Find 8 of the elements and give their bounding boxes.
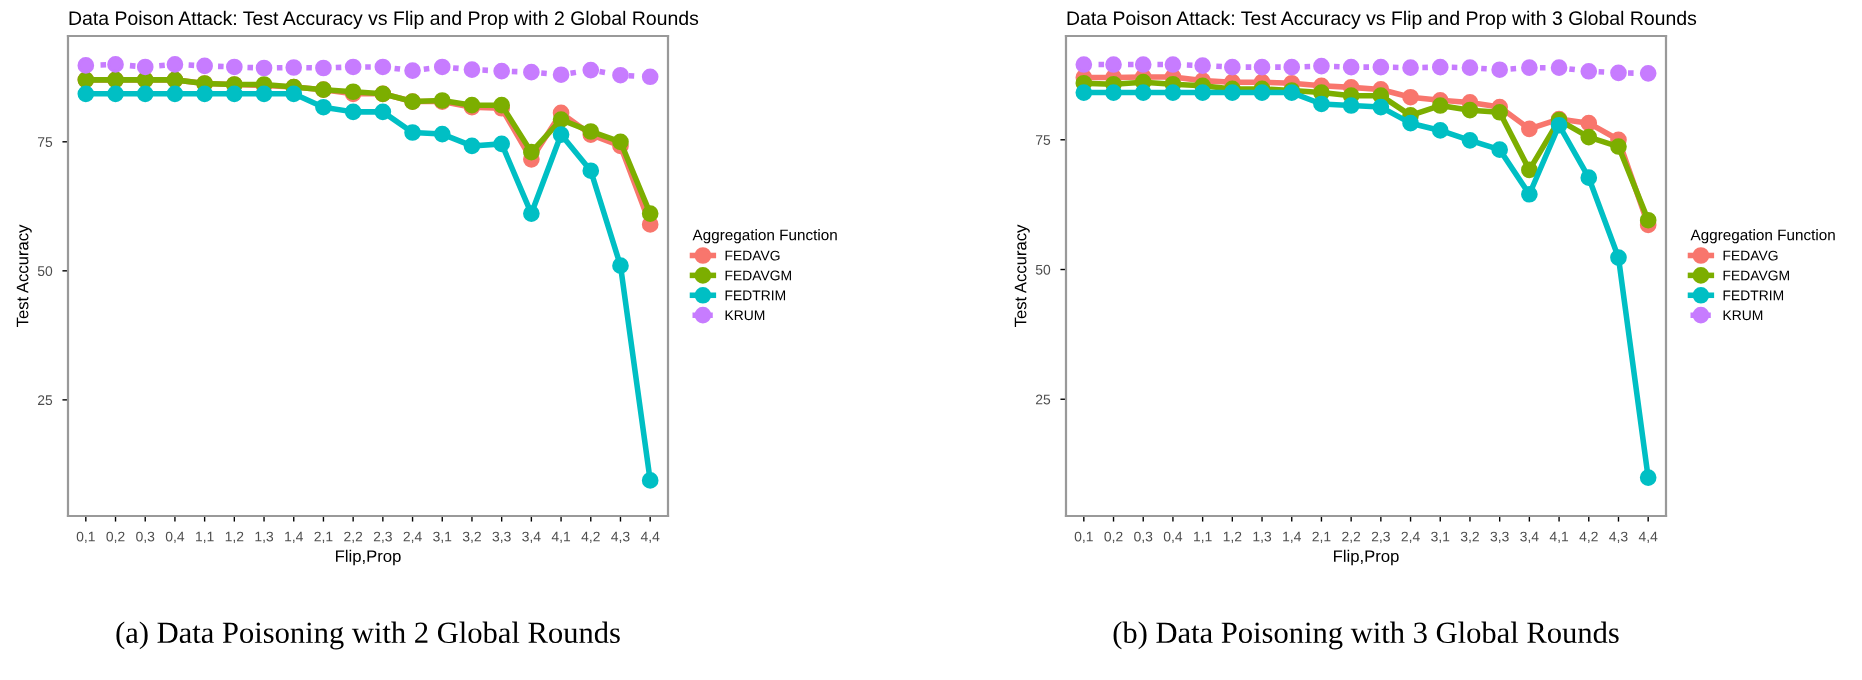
text: (b) Data Poisoning with 3 Global Rounds [1113, 621, 1619, 650]
text: (a) Data Poisoning with 2 Global Rounds [116, 621, 620, 650]
chart-title: Data Poison Attack: Test Accuracy vs Flip and Prop with 3 Global Rounds [1067, 10, 1697, 29]
x-axis-title: Flip,Prop [336, 549, 401, 566]
chart-title: Data Poison Attack: Test Accuracy vs Flip and Prop with 2 Global Rounds [69, 10, 699, 29]
y-axis-title: Test Accuracy [16, 224, 32, 328]
y-axis-title: Test Accuracy [1014, 224, 1030, 328]
x-axis-title: Flip,Prop [1334, 549, 1399, 566]
